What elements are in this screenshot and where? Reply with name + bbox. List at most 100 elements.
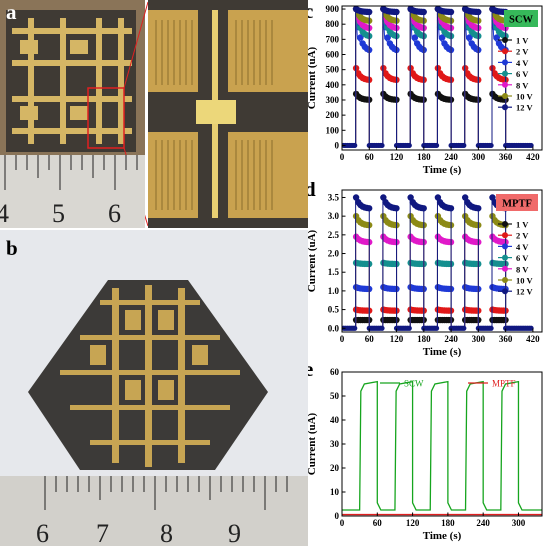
legend-label: 10 V — [516, 92, 533, 102]
chart-d: 1 V2 V4 V6 V8 V 10 V12 V MPTF 0 60 120 180 240 3… — [308, 189, 543, 358]
data-point — [489, 194, 496, 201]
legend-label: 1 V — [516, 36, 529, 46]
x-tick-label: 360 — [499, 152, 513, 162]
y-tick-label: 200 — [326, 110, 340, 120]
x-tick-label: 180 — [417, 152, 431, 162]
legend-swatch-marker — [502, 277, 508, 283]
series-12v — [342, 6, 534, 149]
y-axis-label: Current (uA) — [308, 46, 318, 109]
x-axis-label: Time (s) — [423, 530, 462, 542]
data-point — [384, 34, 391, 41]
legend-swatch-marker — [502, 265, 508, 272]
data-point — [475, 205, 482, 212]
interdigitated-fingers — [155, 20, 273, 210]
x-tick-label: 60 — [365, 334, 375, 344]
data-point — [420, 8, 427, 16]
x-axis-label: Time (s) — [423, 164, 462, 176]
data-point — [352, 194, 360, 201]
data-point — [447, 205, 455, 212]
y-tick-label: 800 — [326, 19, 340, 29]
data-point — [379, 325, 385, 331]
legend-swatch-marker — [502, 93, 508, 99]
panel-label-e: e — [308, 364, 314, 381]
legend-swatch-marker — [502, 70, 508, 77]
legend-swatch-marker — [502, 59, 508, 66]
data-point — [393, 205, 400, 212]
data-point — [528, 142, 534, 149]
y-tick-label: 40 — [330, 415, 340, 425]
data-point — [528, 325, 534, 331]
y-tick-label: 0 — [335, 511, 340, 521]
legend-swatch-marker — [502, 288, 508, 295]
y-tick-label: 500 — [326, 65, 340, 75]
series-12v — [342, 194, 534, 331]
legend-label: 2 V — [516, 231, 529, 241]
x-tick-label: 120 — [390, 152, 404, 162]
data-point — [447, 8, 455, 16]
series-line-scw — [342, 380, 542, 511]
legend-swatch-marker — [502, 254, 508, 261]
series-group — [342, 380, 542, 516]
ruler-a — [0, 155, 145, 228]
y-axis-label: Current (uA) — [308, 412, 318, 475]
panel-label-a: a — [6, 0, 17, 24]
ruler-b-number: 8 — [160, 519, 173, 546]
x-tick-label: 0 — [340, 152, 345, 162]
y-tick-label: 50 — [330, 391, 340, 401]
data-point — [433, 325, 440, 331]
x-tick-label: 420 — [526, 334, 540, 344]
legend-swatch-marker — [502, 232, 508, 239]
x-tick-label: 120 — [406, 518, 420, 528]
data-point — [461, 142, 467, 149]
data-point — [461, 325, 467, 331]
legend-swatch-marker — [502, 104, 508, 111]
x-tick-label: 240 — [444, 152, 458, 162]
y-tick-label: 10 — [330, 487, 340, 497]
x-tick-label: 420 — [526, 152, 540, 162]
y-tick-label: 0.0 — [328, 323, 340, 333]
data-point — [365, 205, 373, 212]
y-tick-label: 600 — [326, 50, 340, 60]
panel-label-b: b — [6, 236, 18, 260]
x-tick-label: 60 — [365, 152, 375, 162]
ruler-b — [0, 476, 308, 546]
ruler-a-number: 6 — [108, 199, 121, 228]
x-tick-label: 300 — [472, 152, 486, 162]
x-tick-label: 0 — [340, 518, 345, 528]
plot-area — [342, 6, 534, 149]
ruler-b-number: 7 — [96, 519, 109, 546]
y-tick-label: 2.0 — [328, 249, 340, 259]
y-tick-label: 900 — [326, 4, 340, 14]
data-point — [493, 34, 501, 41]
plot-frame — [341, 5, 543, 151]
legend-swatch-marker — [502, 37, 508, 43]
legend-label: 2 V — [516, 47, 529, 57]
y-tick-label: 0 — [335, 140, 340, 150]
legend-label: 4 V — [516, 242, 529, 252]
x-tick-label: 60 — [373, 518, 383, 528]
y-tick-label: 3.5 — [328, 192, 340, 202]
data-point — [488, 142, 494, 149]
panel-b-photo: 6 7 8 9 — [0, 230, 308, 546]
data-point — [352, 142, 358, 149]
panel-a-photo: 4 5 6 — [0, 0, 308, 228]
electrode-array-b — [60, 285, 240, 467]
x-tick-label: 360 — [499, 334, 513, 344]
legend-label: 1 V — [516, 220, 529, 230]
legend-label: 4 V — [516, 58, 529, 68]
y-tick-label: 100 — [326, 125, 340, 135]
y-axis-label: Current (uA) — [308, 229, 318, 292]
data-point — [406, 325, 412, 331]
series-group — [342, 194, 534, 331]
zoom-box — [87, 87, 125, 149]
data-point — [439, 34, 446, 41]
data-point — [475, 8, 482, 16]
plot-frame — [341, 371, 543, 517]
y-tick-label: 700 — [326, 34, 340, 44]
data-point — [380, 194, 387, 201]
legend-label: 6 V — [516, 253, 529, 263]
plot-frame — [341, 189, 543, 333]
legend-label: 8 V — [516, 264, 529, 274]
data-point — [379, 142, 385, 149]
legend-label-mptf: MPTF — [492, 379, 516, 389]
